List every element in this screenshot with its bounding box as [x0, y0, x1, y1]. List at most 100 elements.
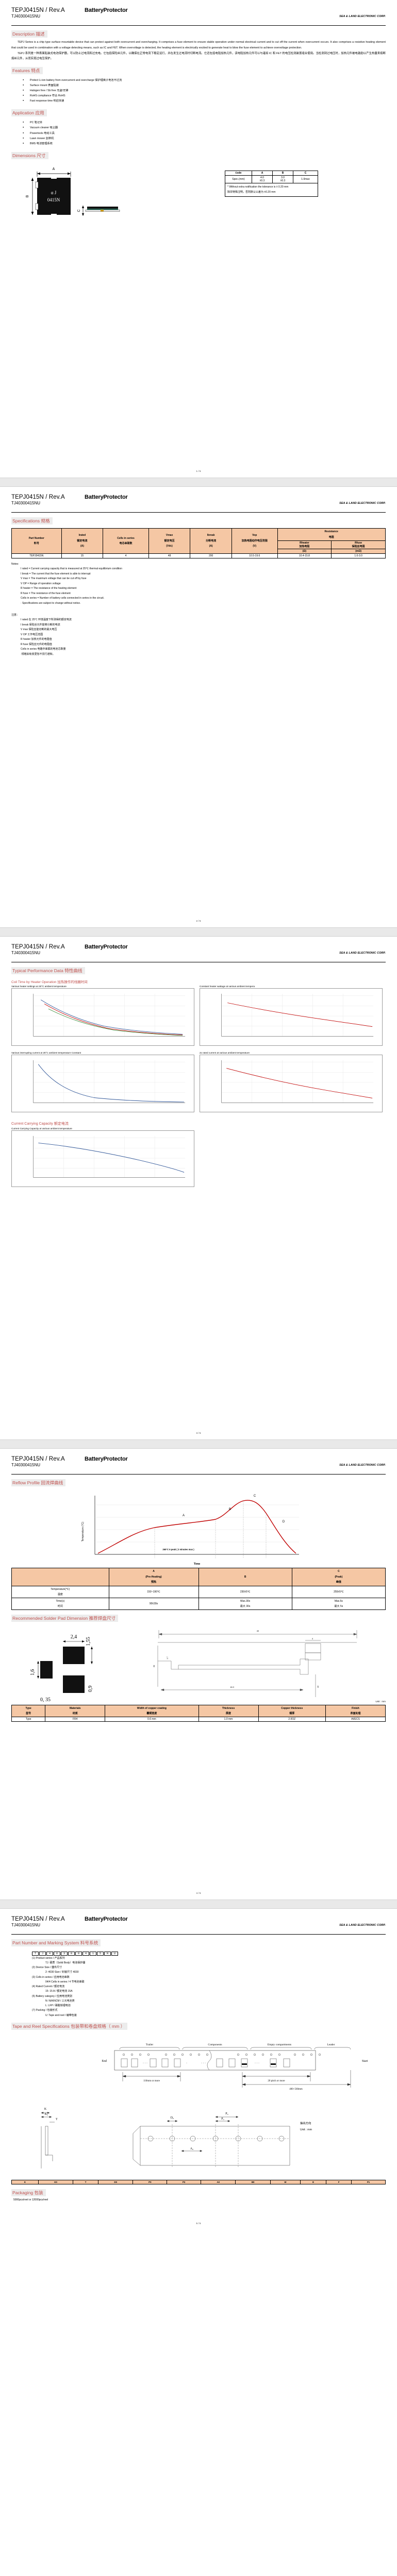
dim-b-value: 3.0 — [281, 176, 285, 179]
pad-th-thickness: Thickness 厚度 — [198, 1704, 259, 1717]
spec-th-ibreak-unit: (A) — [209, 545, 213, 548]
section-application-en: Application — [12, 110, 35, 116]
pn-legend-label: Battery category / 应用电池类别 — [36, 1994, 73, 1998]
spec-td-rheater: 10.4-15.8 — [277, 553, 332, 558]
reflow-xlabel: Time — [194, 1563, 200, 1566]
reflow-td-temp-b: 230±5℃ — [198, 1585, 292, 1598]
header-corp: SEA & LAND ELECTRONIC CORP. — [339, 502, 386, 505]
header-corp: SEA & LAND ELECTRONIC CORP. — [339, 15, 386, 18]
spec-th-vmax-unit: (Vdc) — [166, 545, 173, 548]
dim-note-en: * Without extra notification the toleran… — [227, 185, 289, 189]
tape-th: F — [326, 2179, 352, 2184]
pn-legend-item: (5) Battery category / 应用电池类别 N: N/A/NCM… — [32, 1994, 386, 2004]
table-row: Temperature(℃) 温度 150~190℃ 230±5℃ 255±5℃ — [11, 1585, 386, 1598]
reflow-td-time-a: 90±30s — [108, 1597, 199, 1610]
table-row: Code A B C — [225, 171, 318, 176]
tape-th: P2 — [167, 2179, 202, 2184]
pad-dim-width: 2,4 — [71, 1634, 77, 1640]
section-tape-reel: Tape and Reel Specifications 包装带和卷盘规格（ m… — [11, 2022, 128, 2030]
header-title: BatteryProtector — [85, 1916, 128, 1922]
tape-dim-p0: P₀ — [225, 2112, 228, 2115]
pn-legend-label: Product series / 产品系列 — [36, 1956, 65, 1960]
pn-char: T — [32, 1951, 39, 1956]
performance-charts: Various heater settings at 25°C ambient … — [11, 985, 386, 1115]
note-item: R fuse 保险丝元件的电阻值 — [21, 642, 52, 646]
tape-label-end: End — [102, 2060, 107, 2063]
list-item: Surface mount 表面贴装 — [23, 83, 386, 88]
notes-list: I rated = Current carrying capacity that… — [11, 567, 386, 606]
tape-dim-t: T — [56, 2118, 58, 2121]
note-item: V max = The maximum voltage that can be … — [21, 577, 87, 580]
solder-unit-note: Unit : mm — [375, 1700, 386, 1703]
page-number: 3 / 5 — [196, 1432, 201, 1434]
chart-caption: 2x rated current at various ambient temp… — [200, 1052, 250, 1054]
tape-dim-a0: A₀ — [190, 2147, 193, 2150]
spec-td-rfuse: 1.0-3.0 — [331, 553, 386, 558]
header-corp: SEA & LAND ELECTRONIC CORP. — [339, 1464, 386, 1467]
note-item: R fuse = The resistance of the fuse elem… — [21, 591, 71, 595]
section-packaging: Packaging 包装 — [11, 2189, 46, 2196]
page-number: 4 / 5 — [196, 1891, 201, 1894]
chart-cell: Constant heater wattage at various ambie… — [200, 985, 383, 1048]
table-row: TEPJ0415N 15 4 48 200 10.5-19.6 10.4-15.… — [11, 553, 386, 558]
tape-dim-k0: K₀ — [45, 2113, 48, 2116]
chart-cell: Various interrupting current at 25°C amb… — [11, 1052, 194, 1115]
pad-dim-gap: 0, 35 — [40, 1697, 51, 1702]
coil-time-title: Coil Time by Heater Operation 加热操作的线圈时间 — [11, 979, 386, 984]
section-solder-pad: Recommended Solder Pad Dimension 推荐焊盘尺寸 — [11, 1614, 119, 1622]
spec-th-rheater: Rheater 加热电阻 — [277, 540, 332, 549]
reflow-th-c-cn: 峰值 — [336, 1581, 341, 1584]
tape-dim-k: K — [44, 2108, 47, 2111]
reflow-td-temp-label: Temperature(℃) 温度 — [11, 1585, 109, 1598]
pn-char: N — [104, 1951, 111, 1956]
description-en-text: TEPJ Series is a chip type surface mount… — [11, 41, 386, 49]
spec-td-ibreak: 200 — [190, 553, 232, 558]
current-carrying-title: Current Carrying Capacity 额定电流 — [11, 1121, 386, 1126]
dim-label-b: B — [26, 195, 29, 197]
pad-td-type: Type — [11, 1716, 46, 1722]
tape-dim-pitch: 20 pitch or more — [268, 2080, 285, 2082]
pn-char: 5 — [97, 1951, 104, 1956]
list-item: Protect Li-ion battery from overcurrent … — [23, 78, 386, 83]
section-solder-cn: 推荐焊盘尺寸 — [89, 1615, 116, 1621]
spec-th-vop-unit: (V) — [253, 545, 257, 548]
package-drawing-svg: A B α J 0415N C — [26, 167, 120, 216]
tape-th: P1 — [351, 2179, 386, 2184]
reflow-th-a-letter: A — [153, 1570, 155, 1573]
header-sub-number: TJ40300415NU — [11, 1463, 41, 1467]
pad-th-materials: Materials 材质 — [45, 1704, 106, 1717]
section-part-number-system: Part Number and Marking System 料号系统 — [11, 1939, 101, 1946]
pad-dim-top: 1,55 — [86, 1637, 91, 1646]
reflow-th-a-cn: 预热 — [151, 1581, 156, 1584]
list-item: PC 笔记本 — [23, 120, 386, 125]
spec-th-rheater-sym: Rheater — [300, 541, 309, 545]
pn-char: 3 — [61, 1951, 68, 1956]
reflow-ylabel: Temperature (°C) — [81, 1521, 85, 1541]
chip-mark-line1: α J — [51, 190, 57, 195]
section-reflow-cn: 回流焊曲线 — [41, 1480, 63, 1485]
header-part-number: TEPJ0415N / Rev.A — [11, 944, 65, 950]
page-4: TEPJ0415N / Rev.A TJ40300415NU BatteryPr… — [0, 1449, 397, 1900]
tape-label-start: Start — [362, 2060, 368, 2063]
header-sub-number: TJ40300415NU — [11, 1922, 41, 1927]
svg-text:16: 16 — [317, 1685, 319, 1688]
reflow-td-temp-c: 255±5℃ — [291, 1585, 386, 1598]
spec-th-vmax-cn: 额定电压 — [164, 539, 175, 543]
spec-th-res-en: Resistance — [324, 530, 338, 533]
header-left: TEPJ0415N / Rev.A TJ40300415NU — [11, 944, 65, 955]
reflow-seg-a: A — [183, 1514, 185, 1517]
page-header: TEPJ0415N / Rev.A TJ40300415NU BatteryPr… — [11, 7, 386, 25]
pad-th-copper: Copper thickness 铜厚 — [258, 1704, 326, 1717]
pad-td-materials: FR4 — [45, 1716, 106, 1722]
tape-dim-leader: 400~560mm — [289, 2088, 303, 2091]
header-title: BatteryProtector — [85, 494, 128, 500]
section-specifications-cn: 规格 — [41, 518, 50, 523]
spec-th-cells-en: Cells in series — [117, 536, 135, 540]
pad-td-width: 0.6 mm — [105, 1716, 199, 1722]
section-description-en: Description — [12, 31, 35, 37]
pn-legend-index: (5) — [32, 1994, 36, 1998]
reflow-th-c-letter: C — [338, 1570, 340, 1573]
spec-th-cells: Cells in series 电芯串联数 — [103, 528, 149, 554]
svg-text:· · ·: · · · — [255, 2062, 259, 2065]
list-item: Powertools 电动工具 — [23, 131, 386, 136]
